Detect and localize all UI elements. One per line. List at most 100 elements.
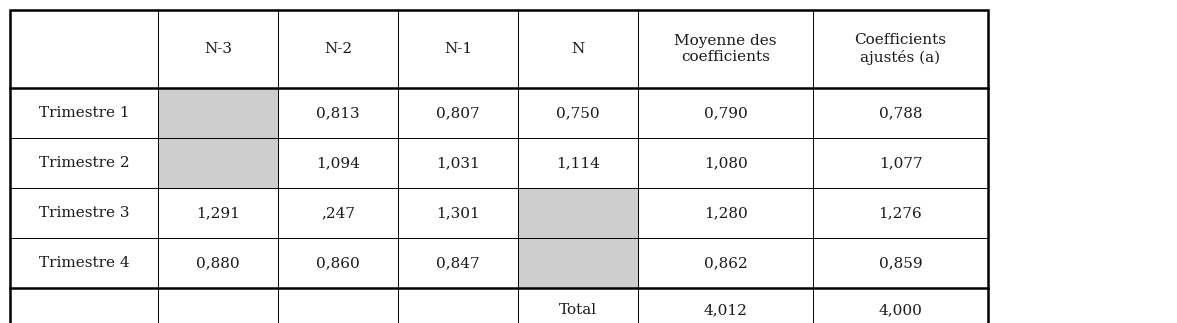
- Bar: [158, 10, 278, 88]
- Text: 0,750: 0,750: [557, 106, 600, 120]
- Bar: [9, 288, 158, 323]
- Bar: [9, 238, 158, 288]
- Text: Trimestre 4: Trimestre 4: [39, 256, 129, 270]
- Text: 0,860: 0,860: [317, 256, 360, 270]
- Bar: [9, 10, 988, 323]
- Bar: [638, 10, 813, 88]
- Bar: [278, 138, 398, 188]
- Bar: [638, 238, 813, 288]
- Text: 1,291: 1,291: [197, 206, 240, 220]
- Bar: [9, 288, 158, 323]
- Text: 0,807: 0,807: [437, 106, 480, 120]
- Bar: [518, 238, 638, 288]
- Text: Trimestre 3: Trimestre 3: [39, 206, 129, 220]
- Bar: [518, 188, 638, 238]
- Bar: [813, 188, 988, 238]
- Bar: [158, 188, 278, 238]
- Bar: [638, 88, 813, 138]
- Bar: [518, 238, 638, 288]
- Bar: [398, 188, 518, 238]
- Bar: [398, 288, 518, 323]
- Bar: [158, 138, 278, 188]
- Text: 1,301: 1,301: [437, 206, 480, 220]
- Text: 1,276: 1,276: [878, 206, 923, 220]
- Bar: [398, 10, 518, 88]
- Text: N-3: N-3: [204, 42, 232, 56]
- Text: N: N: [571, 42, 585, 56]
- Text: ,247: ,247: [321, 206, 355, 220]
- Bar: [158, 238, 278, 288]
- Text: Trimestre 2: Trimestre 2: [39, 156, 129, 170]
- Bar: [813, 10, 988, 88]
- Bar: [158, 288, 278, 323]
- Bar: [518, 288, 638, 323]
- Bar: [813, 238, 988, 288]
- Bar: [158, 188, 278, 238]
- Text: Trimestre 1: Trimestre 1: [39, 106, 129, 120]
- Text: 4,000: 4,000: [878, 304, 923, 318]
- Bar: [518, 138, 638, 188]
- Bar: [398, 88, 518, 138]
- Bar: [398, 238, 518, 288]
- Bar: [158, 238, 278, 288]
- Bar: [398, 288, 518, 323]
- Bar: [158, 88, 278, 138]
- Text: 0,859: 0,859: [879, 256, 923, 270]
- Bar: [518, 10, 638, 88]
- Text: 1,080: 1,080: [704, 156, 747, 170]
- Text: 0,813: 0,813: [317, 106, 360, 120]
- Text: Coefficients
ajustés (a): Coefficients ajustés (a): [855, 33, 946, 65]
- Bar: [9, 10, 158, 88]
- Text: N-2: N-2: [324, 42, 352, 56]
- Text: 0,788: 0,788: [879, 106, 923, 120]
- Bar: [638, 88, 813, 138]
- Bar: [398, 188, 518, 238]
- Bar: [813, 288, 988, 323]
- Bar: [813, 138, 988, 188]
- Bar: [813, 88, 988, 138]
- Bar: [278, 10, 398, 88]
- Bar: [518, 88, 638, 138]
- Bar: [9, 10, 158, 88]
- Bar: [278, 288, 398, 323]
- Bar: [278, 238, 398, 288]
- Text: 0,847: 0,847: [437, 256, 480, 270]
- Text: 1,031: 1,031: [437, 156, 480, 170]
- Bar: [813, 10, 988, 88]
- Bar: [278, 188, 398, 238]
- Bar: [9, 138, 158, 188]
- Text: 1,094: 1,094: [317, 156, 360, 170]
- Bar: [638, 188, 813, 238]
- Bar: [813, 238, 988, 288]
- Bar: [638, 238, 813, 288]
- Bar: [158, 288, 278, 323]
- Bar: [278, 88, 398, 138]
- Bar: [158, 138, 278, 188]
- Bar: [9, 188, 158, 238]
- Bar: [638, 138, 813, 188]
- Bar: [9, 88, 158, 138]
- Bar: [278, 138, 398, 188]
- Bar: [398, 88, 518, 138]
- Text: 0,862: 0,862: [704, 256, 747, 270]
- Bar: [638, 138, 813, 188]
- Text: 4,012: 4,012: [704, 304, 747, 318]
- Bar: [9, 238, 158, 288]
- Bar: [518, 188, 638, 238]
- Bar: [278, 188, 398, 238]
- Bar: [398, 138, 518, 188]
- Bar: [158, 10, 278, 88]
- Text: 1,280: 1,280: [704, 206, 747, 220]
- Bar: [9, 138, 158, 188]
- Bar: [638, 288, 813, 323]
- Text: 0,880: 0,880: [197, 256, 240, 270]
- Text: Moyenne des
coefficients: Moyenne des coefficients: [674, 34, 777, 64]
- Bar: [278, 288, 398, 323]
- Bar: [813, 188, 988, 238]
- Bar: [278, 88, 398, 138]
- Bar: [398, 238, 518, 288]
- Text: N-1: N-1: [444, 42, 472, 56]
- Bar: [9, 188, 158, 238]
- Bar: [518, 88, 638, 138]
- Bar: [638, 10, 813, 88]
